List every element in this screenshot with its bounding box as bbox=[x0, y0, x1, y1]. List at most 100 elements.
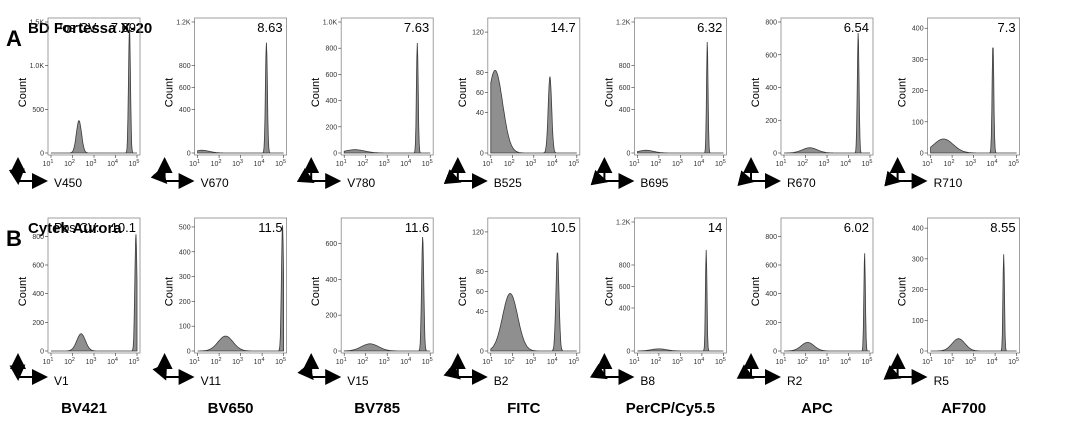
y-axis-label: Count bbox=[164, 277, 176, 306]
y-tick-label: 600 bbox=[765, 263, 777, 270]
pos-cv-value: 6.02 bbox=[844, 220, 869, 235]
fluorochrome-label: FITC bbox=[507, 400, 540, 417]
histogram-area bbox=[197, 42, 284, 154]
x-tick-exponent: 2 bbox=[951, 159, 954, 165]
y-tick-label: 120 bbox=[472, 229, 484, 236]
panel-title: BD Fortessa X-20 bbox=[28, 20, 152, 37]
x-tick-label: 101 bbox=[629, 159, 640, 168]
channel-label: R5 bbox=[934, 374, 950, 388]
x-tick-label: 101 bbox=[629, 357, 640, 366]
y-tick-label: 80 bbox=[476, 269, 484, 276]
plot-frame bbox=[340, 17, 434, 156]
y-tick-label: 600 bbox=[179, 85, 191, 92]
y-tick-label: 120 bbox=[472, 30, 484, 37]
y-tick-label: 80 bbox=[476, 70, 484, 77]
histogram-plot: 0 200 400 600 800 101 102 103 104 105 Count 6.02 R2 bbox=[743, 217, 874, 388]
channel-label: B695 bbox=[640, 176, 668, 190]
y-tick-label: 500 bbox=[179, 224, 191, 231]
y-axis-label: Count bbox=[17, 78, 29, 107]
y-tick-label: 0 bbox=[333, 151, 337, 158]
x-tick-label: 103 bbox=[86, 357, 97, 366]
y-tick-label: 800 bbox=[765, 20, 777, 27]
pos-cv-value: 10.5 bbox=[550, 220, 575, 235]
y-tick-label: 400 bbox=[326, 98, 338, 105]
y-tick-label: 400 bbox=[179, 107, 191, 114]
x-tick-label: 101 bbox=[482, 159, 493, 168]
channel-label: B8 bbox=[640, 374, 655, 388]
x-tick-label: 105 bbox=[1008, 159, 1019, 168]
x-tick-exponent: 3 bbox=[533, 357, 536, 363]
x-tick-exponent: 1 bbox=[197, 159, 200, 165]
x-tick-exponent: 2 bbox=[365, 357, 368, 363]
x-tick-label: 103 bbox=[379, 159, 390, 168]
x-tick-label: 104 bbox=[840, 357, 851, 366]
histogram-plot: 0 200 400 600 800 101 102 103 104 105 Count 10.1 Pos… bbox=[10, 217, 141, 388]
x-tick-label: 105 bbox=[129, 159, 140, 168]
channel-label: B2 bbox=[494, 374, 509, 388]
fluorochrome-label: APC bbox=[801, 400, 833, 417]
x-tick-label: 101 bbox=[776, 159, 787, 168]
y-tick-label: 0 bbox=[920, 151, 924, 158]
x-tick-label: 101 bbox=[189, 159, 200, 168]
channel-label: V670 bbox=[201, 176, 229, 190]
y-axis-label: Count bbox=[750, 277, 762, 306]
histogram-plot: 0 100 200 300 400 500 101 102 103 104 105 Count 11.5… bbox=[156, 217, 288, 388]
x-tick-exponent: 1 bbox=[344, 159, 347, 165]
x-tick-exponent: 5 bbox=[283, 357, 286, 363]
x-tick-label: 104 bbox=[254, 159, 265, 168]
histogram-area bbox=[637, 249, 724, 352]
pos-cv-label: Pos CV: bbox=[54, 221, 99, 235]
x-tick-exponent: 1 bbox=[930, 159, 933, 165]
x-tick-exponent: 3 bbox=[680, 159, 683, 165]
x-tick-exponent: 2 bbox=[218, 159, 221, 165]
histogram-area bbox=[784, 32, 870, 154]
x-tick-label: 102 bbox=[944, 357, 955, 366]
y-tick-label: 600 bbox=[326, 72, 338, 79]
x-tick-label: 104 bbox=[987, 357, 998, 366]
x-tick-exponent: 5 bbox=[136, 357, 139, 363]
y-tick-label: 200 bbox=[32, 320, 44, 327]
pos-cv-value: 6.54 bbox=[844, 20, 869, 35]
x-tick-label: 103 bbox=[672, 357, 683, 366]
panel-title: Cytek Aurora bbox=[28, 220, 122, 237]
x-tick-exponent: 3 bbox=[240, 159, 243, 165]
pos-cv-value: 10.1 bbox=[111, 220, 136, 235]
y-tick-label: 800 bbox=[619, 63, 631, 70]
x-tick-exponent: 2 bbox=[512, 159, 515, 165]
y-tick-label: 1.2K bbox=[616, 20, 631, 27]
x-tick-label: 105 bbox=[862, 357, 873, 366]
pos-cv-value: 8.55 bbox=[990, 220, 1015, 235]
x-tick-exponent: 2 bbox=[658, 159, 661, 165]
histogram-area bbox=[51, 27, 137, 154]
x-tick-exponent: 5 bbox=[430, 357, 433, 363]
y-tick-label: 800 bbox=[765, 234, 777, 241]
x-tick-label: 101 bbox=[482, 357, 493, 366]
x-tick-exponent: 2 bbox=[365, 159, 368, 165]
histogram-area bbox=[197, 225, 284, 352]
y-tick-label: 600 bbox=[619, 85, 631, 92]
x-tick-exponent: 5 bbox=[869, 159, 872, 165]
x-tick-exponent: 2 bbox=[72, 357, 75, 363]
y-tick-label: 600 bbox=[32, 263, 44, 270]
x-tick-exponent: 2 bbox=[72, 159, 75, 165]
channel-label: B525 bbox=[494, 176, 522, 190]
x-tick-label: 104 bbox=[107, 159, 118, 168]
x-tick-label: 103 bbox=[379, 357, 390, 366]
y-tick-label: 300 bbox=[179, 274, 191, 281]
x-tick-label: 105 bbox=[862, 159, 873, 168]
y-axis-label: Count bbox=[897, 277, 909, 306]
x-tick-exponent: 4 bbox=[848, 357, 851, 363]
pos-cv-value: 11.6 bbox=[405, 220, 429, 235]
x-tick-exponent: 5 bbox=[136, 159, 139, 165]
plot-frame bbox=[780, 217, 874, 354]
y-tick-label: 400 bbox=[326, 277, 338, 284]
y-tick-label: 100 bbox=[179, 324, 191, 331]
x-tick-label: 102 bbox=[64, 159, 75, 168]
histogram-area bbox=[51, 234, 138, 352]
x-tick-label: 104 bbox=[107, 357, 118, 366]
x-tick-label: 101 bbox=[336, 357, 347, 366]
y-tick-label: 40 bbox=[476, 110, 484, 117]
